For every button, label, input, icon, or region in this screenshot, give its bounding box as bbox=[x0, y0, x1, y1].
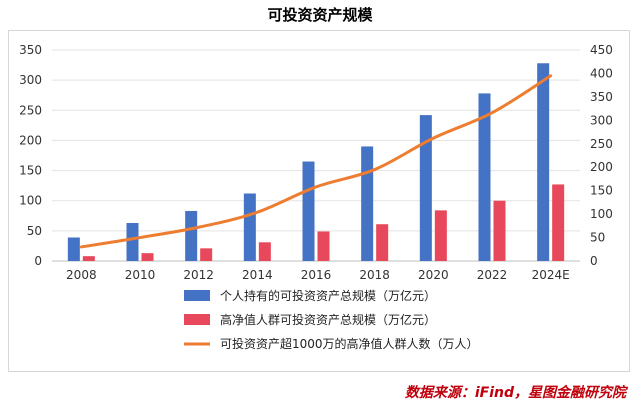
x-tick-label: 2012 bbox=[183, 268, 214, 282]
bar-hnw-assets bbox=[200, 248, 213, 261]
bar-hnw-assets bbox=[141, 253, 154, 261]
y-right-tick-label: 400 bbox=[590, 66, 613, 80]
y-left-tick-label: 350 bbox=[19, 43, 42, 57]
bar-hnw-assets bbox=[82, 256, 95, 261]
legend-label: 高净值人群可投资资产总规模（万亿元） bbox=[220, 312, 436, 327]
x-tick-label: 2016 bbox=[301, 268, 332, 282]
x-tick-label: 2010 bbox=[125, 268, 156, 282]
y-right-tick-label: 100 bbox=[590, 207, 613, 221]
bar-hnw-assets bbox=[376, 224, 389, 261]
x-tick-label: 2022 bbox=[477, 268, 508, 282]
bar-individual-assets bbox=[478, 93, 491, 261]
chart-title: 可投资资产规模 bbox=[267, 6, 373, 24]
bar-individual-assets bbox=[361, 146, 374, 261]
y-right-tick-label: 250 bbox=[590, 137, 613, 151]
bar-individual-assets bbox=[67, 237, 80, 261]
bar-individual-assets bbox=[302, 161, 315, 261]
y-right-tick-label: 350 bbox=[590, 90, 613, 104]
x-tick-label: 2020 bbox=[418, 268, 449, 282]
chart-frame bbox=[8, 30, 630, 372]
x-tick-label: 2008 bbox=[66, 268, 97, 282]
y-right-tick-label: 0 bbox=[590, 254, 598, 268]
y-left-tick-label: 200 bbox=[19, 133, 42, 147]
bar-hnw-assets bbox=[258, 242, 271, 261]
bar-hnw-assets bbox=[317, 231, 330, 261]
legend-swatch bbox=[184, 290, 210, 301]
y-right-tick-label: 150 bbox=[590, 184, 613, 198]
bar-individual-assets bbox=[185, 210, 198, 261]
bar-hnw-assets bbox=[493, 200, 506, 261]
y-right-tick-label: 200 bbox=[590, 160, 613, 174]
y-left-tick-label: 150 bbox=[19, 164, 42, 178]
x-tick-label: 2024E bbox=[532, 268, 570, 282]
bar-hnw-assets bbox=[434, 210, 447, 261]
y-right-tick-label: 450 bbox=[590, 43, 613, 57]
x-tick-label: 2018 bbox=[359, 268, 390, 282]
bar-individual-assets bbox=[537, 63, 550, 262]
y-left-tick-label: 250 bbox=[19, 103, 42, 117]
legend-label: 可投资资产超1000万的高净值人群人数（万人） bbox=[220, 336, 479, 351]
bar-individual-assets bbox=[243, 193, 256, 261]
bar-individual-assets bbox=[419, 115, 432, 261]
legend-swatch bbox=[184, 314, 210, 325]
bar-individual-assets bbox=[126, 223, 139, 261]
bar-hnw-assets bbox=[552, 184, 565, 261]
y-left-tick-label: 50 bbox=[27, 224, 42, 238]
source-note: 数据来源：iFind，星图金融研究院 bbox=[404, 385, 626, 401]
legend-label: 个人持有的可投资资产总规模（万亿元） bbox=[220, 288, 436, 303]
x-tick-label: 2014 bbox=[242, 268, 273, 282]
y-left-tick-label: 0 bbox=[34, 254, 42, 268]
y-right-tick-label: 50 bbox=[590, 231, 605, 245]
y-right-tick-label: 300 bbox=[590, 113, 613, 127]
y-left-tick-label: 300 bbox=[19, 73, 42, 87]
y-left-tick-label: 100 bbox=[19, 194, 42, 208]
